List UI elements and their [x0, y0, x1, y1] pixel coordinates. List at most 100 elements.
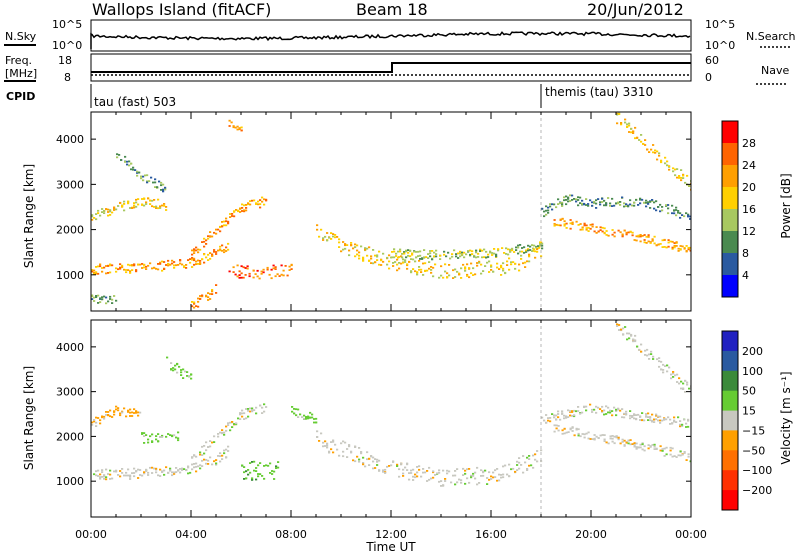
heatmap-cell-band-4 — [605, 441, 608, 444]
heatmap-cell-band-4 — [635, 442, 638, 445]
heatmap-cell-band-7 — [649, 207, 652, 209]
heatmap-cell-band-5 — [401, 256, 404, 259]
heatmap-cell-band-3 — [442, 469, 445, 472]
heatmap-cell-band-6 — [569, 219, 572, 221]
heatmap-cell-band-0 — [225, 246, 228, 249]
heatmap-cell-band-8 — [680, 177, 683, 179]
heatmap-cell-band-2 — [247, 202, 250, 205]
heatmap-cell-band-3 — [412, 475, 415, 478]
colorbar-tick-label: 16 — [742, 203, 756, 216]
heatmap-cell-band-7 — [105, 411, 108, 413]
heatmap-cell-band-5 — [563, 417, 566, 420]
heatmap-cell-band-4 — [364, 247, 367, 249]
heatmap-cell-band-5 — [479, 248, 482, 251]
heatmap-cell-band-4 — [663, 447, 666, 450]
heatmap-cell-band-4 — [496, 266, 499, 269]
heatmap-cell-band-0 — [143, 471, 146, 474]
heatmap-cell-band-6 — [651, 239, 654, 242]
heatmap-cell-band-12 — [156, 186, 159, 188]
heatmap-cell-band-3 — [256, 275, 259, 278]
heatmap-cell-band-5 — [573, 415, 576, 418]
heatmap-cell-band-1 — [157, 207, 160, 210]
heatmap-cell-band-2 — [249, 203, 252, 206]
heatmap-cell-band-4 — [498, 268, 501, 270]
heatmap-cell-band-0 — [163, 268, 166, 270]
heatmap-cell-band-8 — [642, 143, 645, 145]
heatmap-cell-band-0 — [183, 265, 186, 267]
heatmap-cell-band-5 — [393, 250, 396, 253]
heatmap-cell-band-6 — [667, 239, 670, 241]
heatmap-cell-band-5 — [605, 413, 608, 415]
heatmap-cell-band-3 — [414, 473, 417, 476]
heatmap-cell-band-2 — [205, 243, 208, 245]
heatmap-cell-band-9 — [174, 368, 177, 371]
heatmap-cell-band-4 — [639, 443, 642, 446]
heatmap-cell-band-8 — [674, 168, 677, 171]
heatmap-cell-band-5 — [535, 246, 538, 249]
heatmap-cell-band-0 — [175, 467, 178, 469]
heatmap-cell-band-4 — [681, 453, 684, 456]
heatmap-cell-band-6 — [628, 332, 631, 335]
heatmap-cell-band-0 — [219, 452, 222, 455]
heatmap-cell-band-4 — [593, 438, 596, 441]
heatmap-cell-band-4 — [502, 262, 505, 265]
heatmap-cell-band-0 — [215, 463, 218, 466]
heatmap-cell-band-4 — [490, 269, 493, 271]
heatmap-cell-band-6 — [591, 223, 594, 226]
heatmap-cell-band-8 — [147, 438, 150, 441]
heatmap-cell-band-4 — [412, 258, 415, 261]
heatmap-cell-band-8 — [175, 436, 178, 439]
heatmap-cell-band-4 — [615, 435, 618, 437]
heatmap-cell-band-6 — [652, 355, 655, 358]
heatmap-cell-band-2 — [259, 199, 262, 201]
heatmap-cell-band-8 — [644, 144, 647, 146]
heatmap-cell-band-1 — [133, 204, 136, 207]
heatmap-cell-band-0 — [99, 477, 102, 480]
heatmap-cell-band-8 — [167, 433, 170, 435]
heatmap-cell-band-10 — [211, 290, 214, 293]
heatmap-cell-band-0 — [145, 468, 148, 471]
heatmap-cell-band-6 — [645, 242, 648, 244]
heatmap-cell-band-4 — [478, 261, 481, 264]
heatmap-cell-band-0 — [99, 263, 102, 266]
heatmap-cell-band-3 — [486, 477, 489, 479]
heatmap-cell-band-7 — [675, 206, 678, 209]
heatmap-cell-band-1 — [155, 205, 158, 208]
colorbar-tick-label: 50 — [742, 385, 756, 398]
heatmap-cell-band-5 — [445, 255, 448, 258]
heatmap-cell-band-0 — [121, 472, 124, 474]
heatmap-cell-band-6 — [687, 248, 690, 251]
heatmap-cell-band-0 — [109, 263, 112, 266]
heatmap-cell-band-9 — [109, 295, 112, 298]
heatmap-cell-band-3 — [384, 468, 387, 471]
heatmap-cell-band-4 — [679, 454, 682, 457]
heatmap-cell-band-1 — [157, 198, 160, 201]
heatmap-cell-band-4 — [587, 437, 590, 440]
heatmap-cell-band-4 — [480, 263, 483, 266]
heatmap-cell-band-9 — [97, 294, 100, 297]
heatmap-cell-band-0 — [173, 264, 176, 267]
heatmap-cell-band-3 — [258, 277, 261, 280]
heatmap-cell-band-3 — [326, 444, 329, 447]
heatmap-cell-band-7 — [543, 210, 546, 213]
heatmap-cell-band-4 — [470, 272, 473, 275]
heatmap-cell-band-8 — [668, 168, 671, 171]
heatmap-cell-band-3 — [502, 476, 505, 479]
heatmap-cell-band-3 — [378, 470, 381, 472]
heatmap-cell-band-2 — [275, 467, 278, 469]
heatmap-cell-band-4 — [442, 276, 445, 279]
heatmap-cell-band-5 — [623, 412, 626, 415]
heatmap-cell-band-2 — [227, 222, 230, 225]
heatmap-cell-band-8 — [664, 162, 667, 165]
heatmap-cell-band-7 — [659, 210, 662, 213]
heatmap-cell-band-5 — [585, 405, 588, 408]
heatmap-cell-band-0 — [189, 261, 192, 264]
heatmap-cell-band-8 — [618, 113, 621, 115]
heatmap-cell-band-6 — [644, 354, 647, 356]
heatmap-cell-band-4 — [641, 448, 644, 451]
heatmap-cell-band-6 — [660, 368, 663, 371]
heatmap-cell-band-4 — [334, 236, 337, 239]
heatmap-cell-band-3 — [490, 475, 493, 478]
heatmap-cell-band-3 — [492, 476, 495, 479]
heatmap-cell-band-3 — [376, 458, 379, 461]
